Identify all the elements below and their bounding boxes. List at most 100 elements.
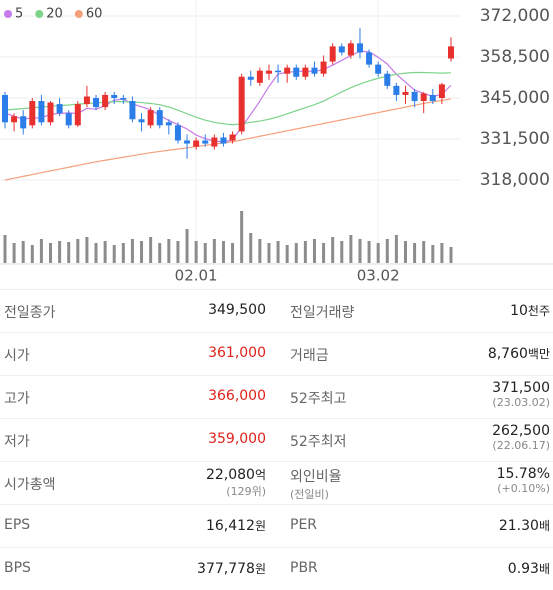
cell-value: 366,000 (208, 388, 266, 404)
volume-bar (58, 241, 62, 263)
label-text: BPS (4, 560, 31, 576)
candle-body (284, 67, 291, 74)
label-text: PER (290, 517, 318, 533)
candle-body (393, 85, 400, 95)
moving-average-line (4, 50, 452, 143)
volume-bar (231, 243, 235, 263)
cell-value: 8,760백만 (488, 345, 550, 362)
volume-bar (294, 243, 298, 263)
value-unit: 배 (538, 562, 550, 576)
cell-label: 거래금 (290, 345, 329, 365)
stock-table: 전일종가 349,500 전일거래량 10천주 시가 361,000 거래금 8,760백만 고… (0, 289, 553, 590)
volume-bar (322, 243, 326, 263)
cell-value: 0.93배 (508, 560, 550, 577)
candle-body (448, 46, 454, 59)
volume-bar (103, 241, 107, 263)
table-cell: 52주최고 371,500 (23.03.02) (276, 376, 552, 418)
y-tick-label: 372,000 (480, 6, 550, 26)
volume-bar (121, 243, 125, 263)
candle-body (293, 67, 300, 77)
table-cell: 거래금 8,760백만 (276, 333, 552, 375)
candle-body (220, 137, 227, 144)
candle-body (238, 76, 245, 132)
volume-bar (303, 241, 307, 263)
value-unit: 억 (254, 468, 266, 482)
cell-label: 저가 (4, 431, 30, 451)
volume-bar (140, 241, 144, 263)
value-sub: (129위) (226, 485, 266, 498)
candle-body (347, 43, 354, 56)
table-cell: 시가총액 22,080억 (129위) (0, 462, 276, 504)
volume-bar (340, 241, 344, 263)
candle-body (56, 104, 63, 114)
candle-body (93, 98, 100, 108)
cell-value: 371,500 (23.03.02) (492, 380, 550, 409)
table-cell: 외인비율 (전일비) 15.78% (+0.10%) (276, 462, 552, 504)
volume-bar (12, 243, 16, 263)
label-text: 거래금 (290, 348, 329, 364)
chart: 318,000 331,500 345,000 358,500 372,000 02.01… (0, 0, 553, 285)
value-text: 377,778 (197, 561, 255, 577)
table-row: BPS 377,778원 PBR 0.93배 (0, 547, 553, 590)
value-text: 8,760 (487, 346, 528, 362)
label-text: EPS (4, 517, 31, 533)
value-text: 21.30 (498, 518, 539, 534)
moving-average-line (4, 71, 452, 126)
volume-bar (331, 237, 335, 263)
table-cell: PER 21.30배 (276, 505, 552, 547)
x-tick-label: 02.01 (175, 267, 218, 285)
cell-label: PBR (290, 560, 318, 576)
candle-body (2, 94, 8, 123)
cell-value: 21.30배 (499, 517, 550, 534)
candle-body (193, 140, 200, 147)
cell-value: 15.78% (+0.10%) (497, 466, 550, 495)
table-cell: BPS 377,778원 (0, 548, 276, 590)
table-row: 저가 359,000 52주최저 262,500 (22.06.17) (0, 418, 553, 461)
value-text: 15.78% (496, 466, 550, 482)
value-sub: (+0.10%) (497, 482, 550, 495)
cell-label: BPS (4, 560, 31, 576)
volume-bar (267, 243, 271, 263)
cell-value: 22,080억 (129위) (206, 466, 266, 499)
x-tick-label: 03.02 (357, 267, 400, 285)
value-unit: 원 (254, 519, 266, 533)
y-tick-label: 331,500 (480, 129, 550, 149)
candle-body (174, 125, 181, 141)
value-text: 16,412 (205, 518, 255, 534)
y-tick-label: 318,000 (480, 170, 550, 190)
label-text: 저가 (4, 434, 30, 450)
candle-body (102, 94, 109, 108)
value-text: 22,080 (205, 467, 255, 483)
volume-bar (249, 233, 253, 263)
candle-body (20, 116, 27, 129)
label-text: 시가 (4, 348, 30, 364)
label-text: 52주최고 (290, 391, 347, 407)
cell-label: 전일거래량 (290, 302, 354, 322)
label-text: 고가 (4, 391, 30, 407)
volume-bar (403, 241, 407, 263)
volume-bar (394, 235, 398, 263)
cell-value: 349,500 (208, 302, 266, 318)
candle-body (420, 93, 427, 102)
volume-bar (349, 235, 353, 263)
value-text: 361,000 (208, 345, 266, 361)
candle-body (138, 119, 145, 123)
cell-value: 10천주 (510, 302, 550, 319)
candle-body (29, 101, 36, 126)
table-cell: 저가 359,000 (0, 419, 276, 461)
candle-body (147, 110, 154, 126)
candle-body (47, 102, 54, 123)
volume-bar (3, 235, 7, 263)
volume-bar (149, 237, 153, 263)
cell-label: 52주최고 (290, 388, 346, 408)
candle-body (438, 84, 445, 98)
volume-bar (440, 243, 444, 263)
candle-body (366, 52, 373, 65)
candle-body (74, 104, 81, 126)
volume-bar (212, 239, 216, 263)
label-text: PBR (290, 560, 318, 576)
volume-bar (449, 247, 453, 263)
legend-dot (4, 10, 12, 18)
cell-value: 262,500 (22.06.17) (492, 423, 550, 452)
cell-label: 외인비율 (전일비) (290, 466, 342, 502)
